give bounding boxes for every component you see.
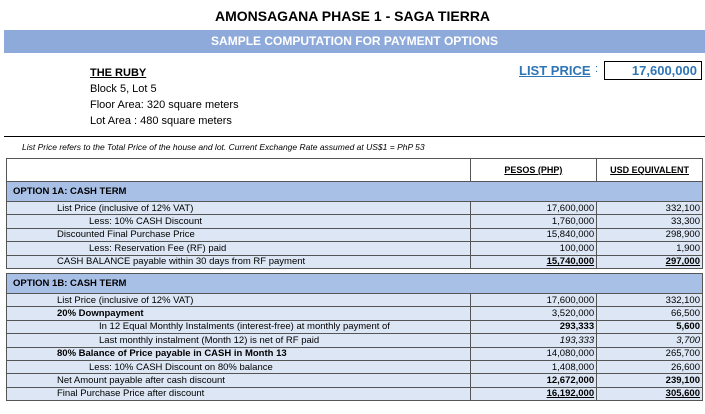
table-row: CASH BALANCE payable within 30 days from… — [6, 254, 703, 269]
table-row: In 12 Equal Monthly Instalments (interes… — [6, 319, 703, 335]
table-row: Less: 10% CASH Discount 1,760,000 33,300 — [6, 214, 703, 229]
table-row: 80% Balance of Price payable in CASH in … — [6, 346, 703, 361]
table-row: List Price (inclusive of 12% VAT) 17,600,… — [6, 292, 703, 308]
table-row: Discounted Final Purchase Price 15,840,00… — [6, 227, 703, 243]
list-price-value: 17,600,000 — [604, 61, 702, 80]
floor-area: Floor Area: 320 square meters — [90, 99, 239, 111]
computation-table: PESOS (PHP) USD EQUIVALENT OPTION 1A: CAS… — [6, 158, 703, 402]
block-lot: Block 5, Lot 5 — [90, 83, 157, 95]
table-row: Last monthly instalment (Month 12) is ne… — [6, 333, 703, 348]
property-info: THE RUBY Block 5, Lot 5 Floor Area: 320 … — [90, 65, 239, 129]
col-usd: USD EQUIVALENT — [596, 158, 703, 182]
property-name: THE RUBY — [90, 67, 147, 79]
col-php: PESOS (PHP) — [469, 158, 598, 182]
price-note: List Price refers to the Total Price of … — [22, 142, 425, 152]
subtitle-band: SAMPLE COMPUTATION FOR PAYMENT OPTIONS — [4, 30, 705, 53]
table-row: Less: Reservation Fee (RF) paid 100,000 1,… — [6, 241, 703, 256]
divider — [4, 136, 705, 137]
table-row: Net Amount payable after cash discount 12… — [6, 373, 703, 388]
table-row: Less: 10% CASH Discount on 80% balance 1,… — [6, 359, 703, 375]
list-price-label: LIST PRICE — [519, 63, 591, 78]
list-price-colon: : — [595, 63, 599, 75]
table-row: List Price (inclusive of 12% VAT) 17,600,… — [6, 200, 703, 216]
option-1b-header: OPTION 1B: CASH TERM — [6, 272, 703, 294]
table-row: 20% Downpayment 3,520,000 66,500 — [6, 306, 703, 321]
option-1a-header: OPTION 1A: CASH TERM — [6, 181, 703, 202]
page-title: AMONSAGANA PHASE 1 - SAGA TIERRA — [214, 8, 491, 24]
table-header: PESOS (PHP) USD EQUIVALENT — [6, 158, 703, 182]
table-row: Final Purchase Price after discount 16,19… — [6, 386, 703, 402]
lot-area: Lot Area : 480 square meters — [90, 115, 232, 127]
